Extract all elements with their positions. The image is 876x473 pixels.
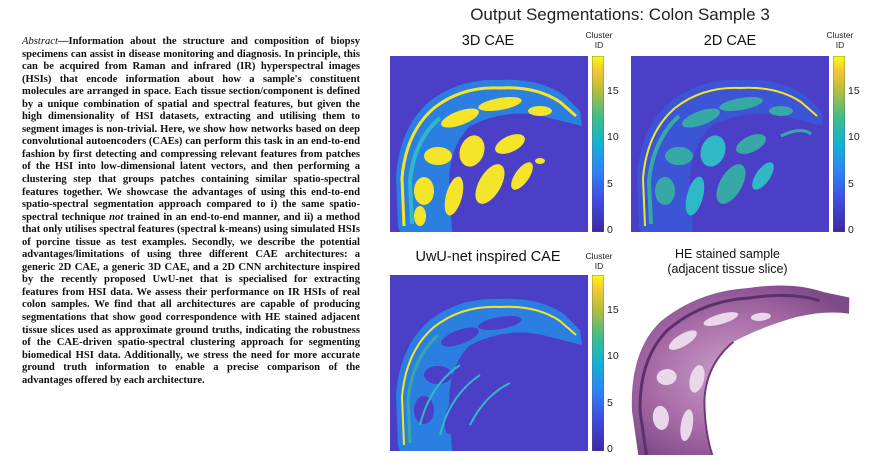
colorbar1-tick-15: 15 — [607, 85, 619, 97]
colorbar-label-3-line2: ID — [594, 261, 604, 271]
colorbar-3d-cae — [592, 56, 604, 232]
colorbar-label-3-line1: Cluster — [585, 251, 613, 261]
abstract-label: Abstract — [22, 36, 58, 47]
panel-title-3d-cae: 3D CAE — [461, 33, 515, 49]
colorbar-2d-cae — [833, 56, 845, 232]
colorbar-label-2-line2: ID — [835, 40, 845, 50]
abstract-emphasis-not: not — [109, 211, 124, 223]
colorbar2-tick-15: 15 — [848, 85, 860, 97]
colorbar1-tick-10: 10 — [607, 131, 619, 143]
colorbar3-tick-15: 15 — [607, 304, 619, 316]
colorbar-label-1: Cluster ID — [584, 30, 614, 50]
abstract-dash: — — [57, 36, 69, 47]
colorbar-label-3: Cluster ID — [584, 251, 614, 271]
figure-title: Output Segmentations: Colon Sample 3 — [470, 5, 770, 24]
colorbar2-tick-0: 0 — [848, 224, 854, 236]
colorbar2-tick-5: 5 — [848, 178, 854, 190]
colorbar-label-2-line1: Cluster — [826, 30, 854, 40]
abstract-text: Abstract—Information about the structure… — [22, 36, 360, 387]
colorbar1-tick-0: 0 — [607, 224, 613, 236]
panel-title-he-sample: HE stained sample (adjacent tissue slice… — [625, 247, 830, 277]
colorbar-label-2: Cluster ID — [825, 30, 855, 50]
segmentation-map-3d-cae — [390, 56, 588, 232]
colorbar-label-1-line1: Cluster — [585, 30, 613, 40]
colorbar3-tick-10: 10 — [607, 350, 619, 362]
panel-title-2d-cae: 2D CAE — [703, 33, 757, 49]
abstract-body-2: trained in an end-to-end manner, and ii)… — [22, 211, 360, 386]
colorbar3-tick-0: 0 — [607, 443, 613, 455]
he-title-line1: HE stained sample — [675, 247, 780, 261]
segmentation-map-uwu-cae — [390, 275, 588, 451]
he-title-line2: (adjacent tissue slice) — [667, 262, 788, 276]
colorbar1-tick-5: 5 — [607, 178, 613, 190]
segmentation-map-2d-cae — [631, 56, 829, 232]
colorbar-label-1-line2: ID — [594, 40, 604, 50]
colorbar-uwu-cae — [592, 275, 604, 451]
colorbar3-tick-5: 5 — [607, 397, 613, 409]
colorbar2-tick-10: 10 — [848, 131, 860, 143]
panel-title-uwu-cae: UwU-net inspired CAE — [415, 249, 561, 265]
he-stained-sample-image — [626, 279, 860, 455]
segmentation-figure: Output Segmentations: Colon Sample 3 3D … — [370, 0, 876, 473]
abstract-body-1: Information about the structure and comp… — [22, 36, 360, 223]
